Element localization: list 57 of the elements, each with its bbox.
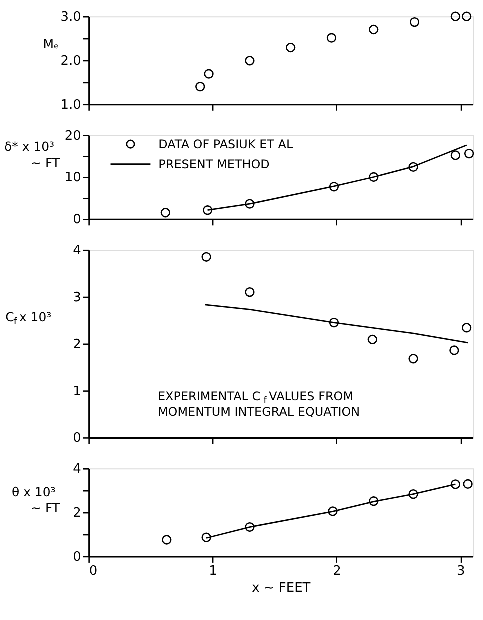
point: [202, 532, 212, 542]
y-tick-label: 10: [64, 170, 82, 186]
y-axis-title: Mₑ: [43, 36, 60, 52]
y-tick-label: 2: [73, 506, 82, 522]
point: [328, 506, 338, 516]
point: [245, 522, 255, 532]
x-tick-label: 0: [89, 564, 98, 579]
point: [450, 12, 460, 22]
point: [369, 172, 379, 182]
y-tick-label: 20: [64, 128, 82, 144]
point: [329, 182, 340, 192]
point: [160, 208, 170, 218]
y-axis-title: θ x 10³ ~ FT: [12, 484, 60, 516]
y-axis-title: δ* x 10³ ~ FT: [4, 139, 60, 170]
point: [329, 318, 340, 328]
point: [450, 346, 460, 356]
point: [463, 479, 473, 490]
y-tick-label: 0: [73, 550, 82, 565]
point: [369, 496, 379, 506]
y-tick-label: 4: [73, 244, 82, 259]
legend-label: DATA OF PASIUK ET AL: [158, 137, 294, 152]
point: [245, 199, 255, 209]
point: [162, 535, 172, 545]
y-tick-label: 4: [73, 462, 82, 478]
point: [202, 252, 212, 262]
y-tick-label: 2: [73, 337, 82, 352]
y-tick-label: 3.0: [60, 10, 82, 26]
y-tick-label: 0: [73, 212, 82, 228]
legend-label: PRESENT METHOD: [158, 157, 270, 172]
point: [462, 323, 472, 333]
y-tick-label: 0: [73, 431, 82, 446]
point: [286, 42, 296, 53]
y-tick-label: 1: [73, 384, 82, 400]
point: [326, 33, 337, 43]
x-tick-label: 1: [209, 564, 218, 579]
point: [450, 150, 460, 160]
point: [368, 334, 378, 345]
point: [464, 148, 474, 159]
point: [245, 288, 255, 298]
point: [462, 12, 472, 22]
x-tick-label: 3: [456, 564, 466, 579]
point: [408, 162, 418, 172]
point: [204, 69, 214, 79]
point: [245, 56, 255, 66]
y-tick-label: 3: [73, 290, 82, 306]
point: [408, 354, 418, 364]
point: [369, 24, 379, 35]
y-tick-label: 2.0: [60, 54, 82, 69]
x-tick-label: 2: [333, 564, 342, 579]
x-axis-title: x ~ FEET: [252, 580, 311, 596]
point: [202, 206, 213, 216]
point: [410, 17, 420, 28]
point: [196, 82, 206, 92]
line-series: [204, 304, 469, 344]
y-tick-label: 1.0: [60, 98, 82, 113]
point: [408, 490, 418, 500]
point: [450, 480, 460, 490]
